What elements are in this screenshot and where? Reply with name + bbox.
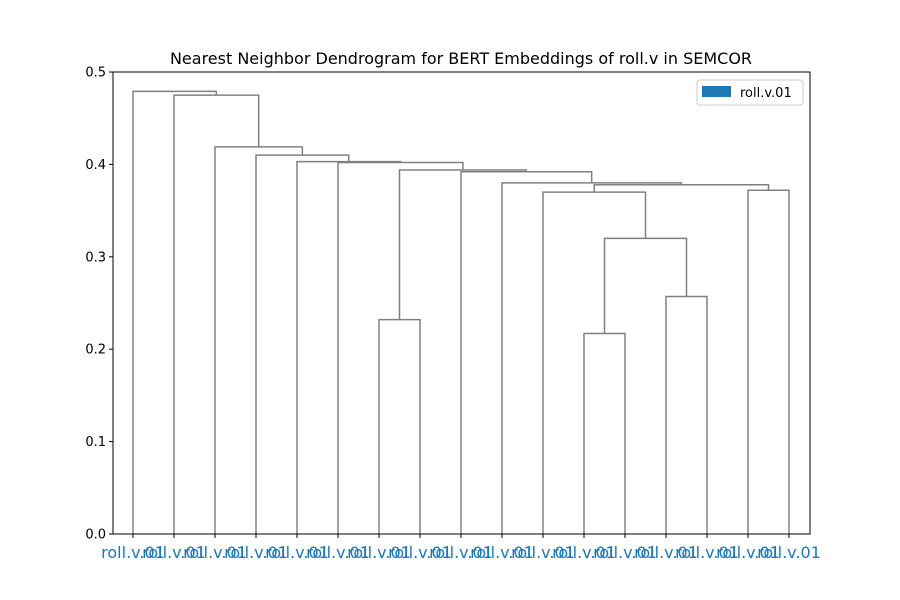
y-tick-label: 0.2 — [85, 343, 106, 358]
leaf-label: roll.v.01 — [101, 543, 165, 562]
leaf-label: roll.v.01 — [470, 543, 534, 562]
leaf-label: roll.v.01 — [593, 543, 657, 562]
y-tick-label: 0.3 — [85, 250, 106, 265]
leaf-label: roll.v.01 — [224, 543, 288, 562]
leaf-label: roll.v.01 — [675, 543, 739, 562]
chart-title: Nearest Neighbor Dendrogram for BERT Emb… — [170, 49, 752, 68]
leaf-label: roll.v.01 — [347, 543, 411, 562]
leaf-label: roll.v.01 — [265, 543, 329, 562]
leaf-label: roll.v.01 — [306, 543, 370, 562]
legend-label: roll.v.01 — [740, 86, 792, 101]
leaf-label: roll.v.01 — [634, 543, 698, 562]
y-tick-label: 0.1 — [85, 435, 106, 450]
leaf-label: roll.v.01 — [142, 543, 206, 562]
legend-swatch — [702, 86, 731, 97]
leaf-label: roll.v.01 — [716, 543, 780, 562]
y-tick-label: 0.5 — [85, 66, 106, 81]
y-tick-label: 0.0 — [85, 528, 106, 543]
x-axis: roll.v.01roll.v.01roll.v.01roll.v.01roll… — [101, 534, 821, 562]
leaf-label: roll.v.01 — [183, 543, 247, 562]
y-axis: 0.0 0.1 0.2 0.3 0.4 0.5 — [85, 66, 113, 543]
leaf-label: roll.v.01 — [429, 543, 493, 562]
leaf-label: roll.v.01 — [757, 543, 821, 562]
dendrogram-link — [132, 90, 218, 534]
leaf-label: roll.v.01 — [511, 543, 575, 562]
y-tick-label: 0.4 — [85, 158, 106, 173]
leaf-label: roll.v.01 — [388, 543, 452, 562]
leaf-label: roll.v.01 — [552, 543, 616, 562]
legend: roll.v.01 — [696, 79, 804, 106]
dendrogram-links — [132, 90, 790, 534]
